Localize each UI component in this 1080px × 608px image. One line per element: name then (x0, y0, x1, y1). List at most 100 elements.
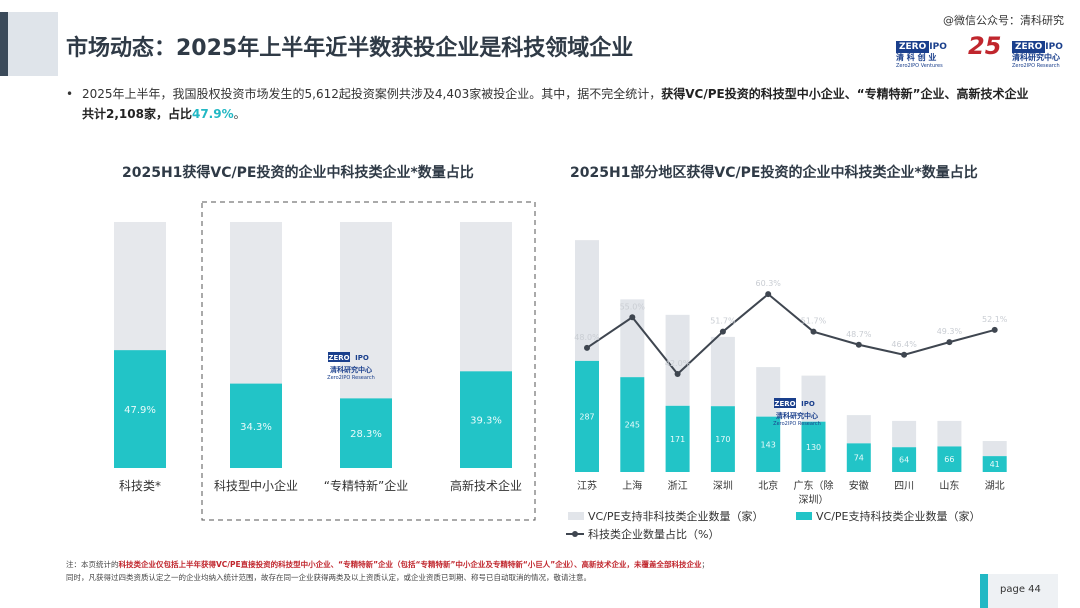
bar-non-tech (620, 299, 645, 378)
footnote-red: 科技类企业仅包括上半年获得VC/PE直接投资的科技型中小企业、“专精特新”企业（… (118, 560, 702, 569)
chart1-title: 2025H1获得VC/PE投资的企业中科技类企业*数量占比 (122, 165, 474, 181)
share-point (991, 326, 998, 333)
watermark-logo-block (774, 398, 796, 408)
share-label: 60.3% (755, 279, 781, 288)
logo-ipo-text: IPO (1045, 42, 1063, 52)
page-title: 市场动态：2025年上半年近半数获投企业是科技领域企业 (66, 36, 634, 61)
share-label: 51.7% (710, 317, 736, 326)
share-label: 46.4% (891, 340, 917, 349)
bar-tech-label: 74 (854, 454, 864, 463)
bar-tech-label: 64 (899, 456, 909, 465)
bar-tech (620, 377, 645, 472)
legend-label-non-tech: VC/PE支持非科技类企业数量（家） (588, 509, 764, 523)
category-label: 科技类* (119, 479, 161, 493)
share-point (584, 344, 590, 351)
legend-label-line: 科技类企业数量占比（%） (588, 527, 719, 541)
logo-cn-text: 清科研究中心 (1012, 53, 1060, 62)
bar-value-label: 47.9% (124, 405, 156, 416)
summary-bold: 获得VC/PE投资的科技型中小企业、“专精特新”企业、高新技术企业共计2,108… (82, 87, 1029, 121)
share-label: 48.7% (846, 330, 872, 339)
bar-tech (756, 416, 781, 472)
bar-non-tech (665, 314, 690, 406)
chart2-regional: 287 江苏 245 上海 171 浙江 170 深圳 143 北京 130 广东（除深圳） 74 安徽 6… (566, 240, 1008, 541)
watermark-logo-zero: ZERO (328, 354, 349, 362)
chart2-title: 2025H1部分地区获得VC/PE投资的企业中科技类企业*数量占比 (570, 165, 978, 181)
category-label: 广东（除 (794, 479, 834, 492)
summary-pct: 47.9% (191, 107, 234, 121)
share-point (765, 291, 772, 298)
bar-tech (846, 443, 871, 472)
category-label: 深圳 (713, 480, 733, 492)
anniversary-25-logo: 25 (968, 32, 1002, 60)
share-point (855, 341, 862, 348)
summary-bullet: • 2025年上半年，我国股权投资市场发生的5,612起投资案例共涉及4,403… (66, 84, 1036, 124)
chart1-tech-share: 47.9% 科技类* 34.3% 科技型中小企业 28.3% “专精特新”企业 39.3% 高… (114, 201, 536, 521)
left-accent-bar (0, 12, 8, 76)
watermark-logo-en: Zero2IPO Research (327, 375, 375, 381)
page-box (988, 574, 1058, 608)
category-label: 浙江 (668, 480, 688, 492)
bar-tech-label: 41 (990, 460, 1000, 469)
bar (340, 398, 392, 468)
bar (114, 350, 166, 468)
bar-tech (892, 447, 917, 472)
bar-non-tech (575, 240, 599, 361)
group-dashed-box (201, 201, 536, 521)
logo-zero-text: ZERO (1012, 41, 1046, 53)
logo-ipo-text: IPO (929, 42, 947, 52)
share-point (901, 351, 908, 358)
share-label: 55.0% (620, 302, 646, 311)
category-label: 山东 (939, 479, 959, 492)
share-label: 51.7% (801, 317, 827, 326)
bar-tech-label: 130 (806, 443, 821, 452)
bar-tech-label: 143 (761, 440, 776, 449)
share-label: 48.0% (574, 333, 600, 342)
bar-tech (665, 405, 690, 472)
footnote-red-end: ； (701, 560, 710, 569)
share-point (629, 314, 636, 321)
page-accent (980, 574, 988, 608)
bar (460, 371, 512, 468)
bar-non-tech (892, 420, 917, 448)
bar (230, 383, 282, 468)
logo-en-text: Zero2IPO Ventures (896, 63, 943, 69)
watermark-logo-ipo: IPO (801, 400, 815, 408)
category-label: 科技型中小企业 (214, 478, 298, 493)
bar-tech (982, 456, 1007, 472)
category-label: “专精特新”企业 (324, 478, 408, 493)
share-point (946, 339, 953, 346)
bar-tech-label: 66 (944, 455, 954, 464)
wechat-watermark: @微信公众号：清科研究 (943, 14, 1064, 27)
title-band (8, 12, 58, 76)
category-label: 四川 (894, 481, 914, 492)
summary-text: 2025年上半年，我国股权投资市场发生的5,612起投资案例共涉及4,403家被… (66, 84, 1036, 124)
legend-swatch-non-tech (568, 512, 584, 520)
bar-tech (575, 360, 599, 472)
watermark-logo-cn: 清科研究中心 (330, 365, 372, 374)
logo-en-text: Zero2IPO Research (1012, 63, 1060, 69)
share-point (674, 371, 681, 377)
bar-tech-label: 245 (625, 421, 640, 430)
bar-non-tech (937, 420, 962, 447)
category-label: 湖北 (985, 480, 1005, 492)
watermark-logo-en: Zero2IPO Research (773, 421, 821, 427)
watermark-logo-zero: ZERO (774, 400, 795, 408)
page-number: page 44 (1000, 584, 1041, 595)
bar-non-tech (710, 336, 735, 407)
legend-swatch-tech (796, 512, 812, 520)
legend-label-tech: VC/PE支持科技类企业数量（家） (816, 509, 981, 523)
bar-tech (801, 421, 826, 472)
category-label: 上海 (622, 479, 642, 492)
footnote: 注：本页统计的科技类企业仅包括上半年获得VC/PE直接投资的科技型中小企业、“专… (66, 558, 946, 584)
logo-cn-text: 清 科 创 业 (896, 53, 937, 62)
footnote-line2: 同时，凡获得过四类资质认定之一的企业均纳入统计范围，故存在同一企业获得两类及以上… (66, 573, 591, 582)
bar-tech-label: 171 (670, 435, 685, 444)
logo-zero-text: ZERO (896, 41, 930, 53)
bar-non-tech (756, 367, 781, 417)
zero2ipo-ventures-logo: ZERO IPO 清 科 创 业 Zero2IPO Ventures (896, 34, 947, 69)
zero2ipo-research-logo: ZERO IPO 清科研究中心 Zero2IPO Research (1012, 34, 1063, 69)
summary-end: 。 (233, 107, 246, 121)
bar-tech-label: 287 (579, 412, 594, 421)
bar-non-tech (801, 375, 826, 422)
